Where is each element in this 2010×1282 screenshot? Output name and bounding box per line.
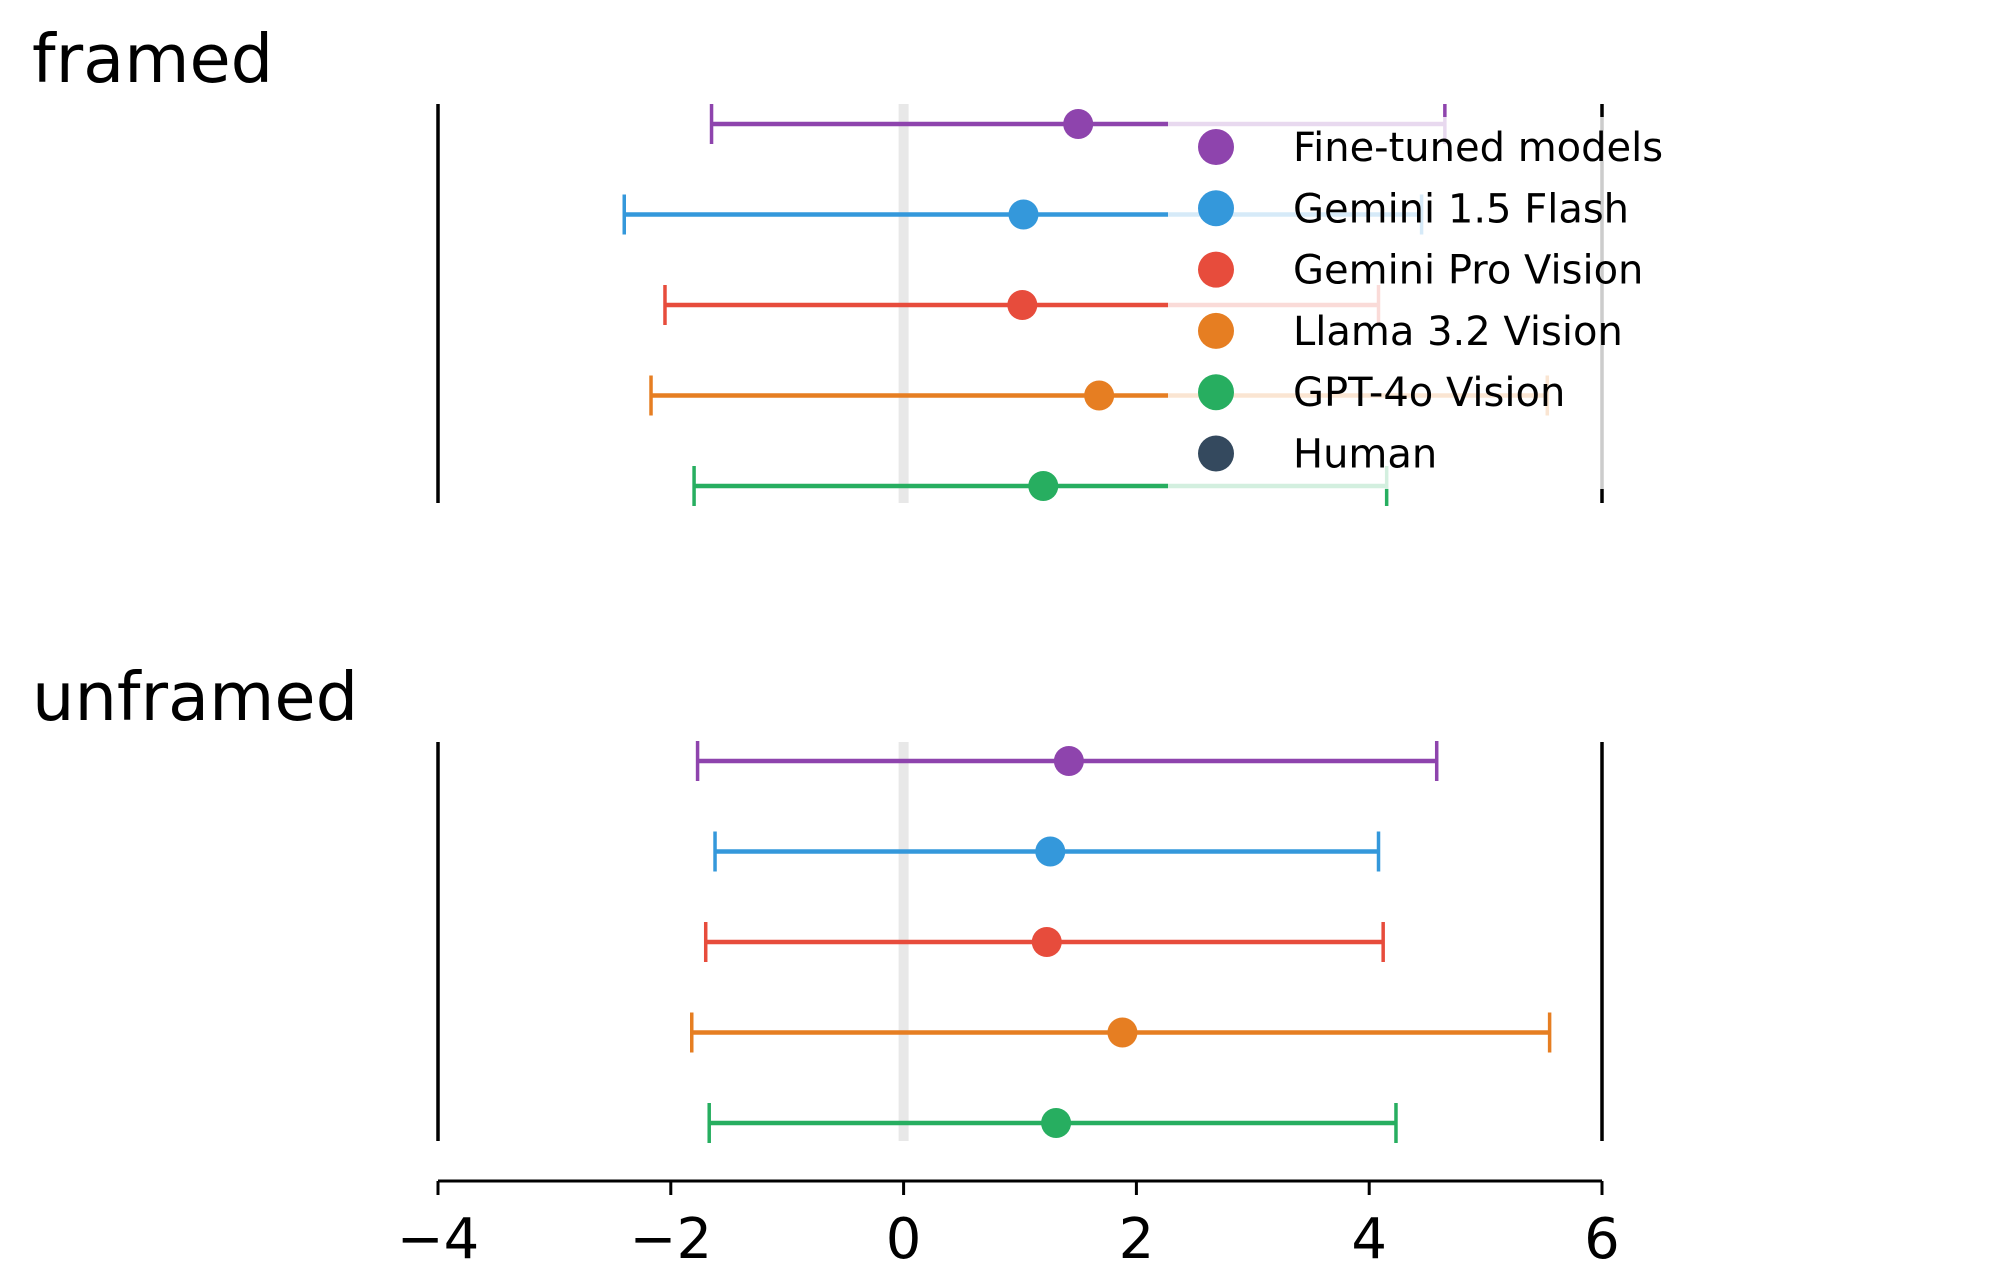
errorbar-fine-tuned-models: [695, 741, 1439, 781]
legend: Fine-tuned models Gemini 1.5 Flash Gemini …: [1168, 117, 1723, 489]
legend-frame: [1168, 117, 1723, 489]
mean-point: [1035, 836, 1066, 867]
legend-marker: [1198, 374, 1234, 411]
mean-point: [1041, 1108, 1072, 1138]
legend-marker: [1198, 251, 1234, 288]
x-tick-label: −2: [630, 1207, 713, 1272]
legend-marker: [1198, 129, 1234, 165]
mean-point: [1063, 109, 1094, 139]
mean-point: [1084, 380, 1115, 411]
legend-label: Fine-tuned models: [1293, 125, 1663, 171]
panel-title: unframed: [32, 658, 358, 736]
panel-unframed: unframed: [32, 658, 1604, 1143]
mean-point: [1053, 746, 1084, 776]
legend-label: Human: [1293, 432, 1437, 478]
errorbar-gpt-4o-vision: [707, 1103, 1398, 1143]
panel-title: framed: [32, 20, 273, 98]
x-tick-label: 0: [886, 1207, 922, 1272]
errorbar-gemini-pro-vision: [703, 922, 1385, 962]
x-tick-label: 4: [1351, 1207, 1387, 1272]
x-tick-label: 6: [1584, 1207, 1620, 1272]
errorbar-llama-3-2-vision: [690, 1012, 1552, 1053]
x-axis: −4 −2 0 2 4 6: [397, 1179, 1620, 1272]
mean-point: [1107, 1017, 1138, 1048]
legend-marker: [1198, 435, 1234, 472]
legend-marker: [1198, 312, 1234, 349]
mean-point: [1028, 471, 1059, 501]
legend-label: Gemini Pro Vision: [1293, 248, 1643, 294]
legend-label: Llama 3.2 Vision: [1293, 309, 1623, 355]
errorbar-gemini-1-5-flash: [713, 831, 1381, 872]
legend-marker: [1198, 190, 1234, 227]
mean-point: [1007, 290, 1038, 320]
mean-point: [1031, 927, 1062, 957]
mean-point: [1008, 199, 1039, 230]
x-tick-label: −4: [397, 1207, 480, 1272]
x-tick-label: 2: [1119, 1207, 1155, 1272]
legend-label: GPT-4o Vision: [1293, 370, 1565, 416]
legend-label: Gemini 1.5 Flash: [1293, 186, 1629, 232]
